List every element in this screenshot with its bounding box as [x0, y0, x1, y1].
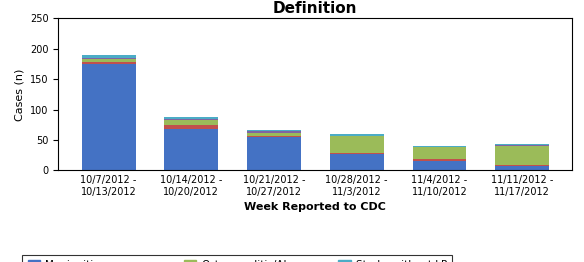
Bar	[247, 136, 301, 137]
Bar	[82, 58, 135, 59]
Bar	[165, 117, 218, 119]
Bar	[495, 165, 549, 166]
Title: Cases Reported to CDC Over Time by Case
Definition: Cases Reported to CDC Over Time by Case …	[134, 0, 497, 16]
Bar	[247, 132, 301, 133]
Bar	[82, 55, 135, 58]
Bar	[495, 145, 549, 146]
Bar	[495, 166, 549, 170]
Bar	[330, 153, 384, 154]
Legend: Meningitis, Multiple Case Definitions, Osteomyelitis/Abscess, Peripheral Joint I: Meningitis, Multiple Case Definitions, O…	[23, 254, 453, 262]
Bar	[330, 134, 384, 136]
X-axis label: Week Reported to CDC: Week Reported to CDC	[245, 202, 386, 212]
Y-axis label: Cases (n): Cases (n)	[15, 68, 25, 121]
Bar	[247, 133, 301, 136]
Bar	[165, 119, 218, 120]
Bar	[412, 146, 466, 147]
Bar	[495, 144, 549, 145]
Bar	[165, 129, 218, 170]
Bar	[82, 62, 135, 64]
Bar	[412, 147, 466, 159]
Bar	[165, 125, 218, 129]
Bar	[330, 154, 384, 170]
Bar	[330, 136, 384, 153]
Bar	[247, 137, 301, 170]
Bar	[412, 159, 466, 161]
Bar	[82, 59, 135, 62]
Bar	[495, 146, 549, 165]
Bar	[247, 130, 301, 132]
Bar	[165, 120, 218, 125]
Bar	[82, 64, 135, 170]
Bar	[412, 161, 466, 170]
